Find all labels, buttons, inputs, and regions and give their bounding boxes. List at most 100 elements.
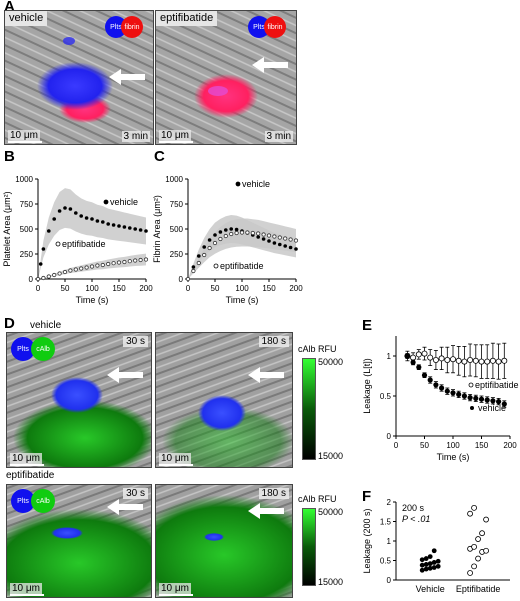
data-point bbox=[461, 358, 468, 365]
scale-label: 10 μm bbox=[10, 453, 42, 464]
x-tick-label: 100 bbox=[235, 284, 249, 293]
data-point bbox=[213, 233, 217, 237]
data-point bbox=[47, 229, 51, 233]
calb-legend-icon: cAlb bbox=[31, 337, 55, 361]
data-point bbox=[450, 356, 457, 363]
data-point bbox=[483, 516, 489, 523]
data-point bbox=[475, 536, 481, 542]
panel-c-letter: C bbox=[154, 148, 165, 165]
data-point bbox=[63, 206, 67, 210]
x-tick-label: 200 bbox=[139, 284, 153, 293]
data-point bbox=[419, 567, 425, 573]
data-point bbox=[450, 390, 456, 396]
x-axis-label: Time (s) bbox=[226, 295, 259, 305]
platelet-area-chart: 0 50 100 150 200 0 250 500 750 1000 Time (s) Platel… bbox=[2, 175, 153, 305]
data-point bbox=[272, 241, 277, 245]
data-point bbox=[133, 258, 138, 263]
eptifibatide-label: eptifibatide bbox=[156, 11, 218, 26]
colorbar-eptifibatide bbox=[302, 508, 316, 586]
x-tick-label: 100 bbox=[446, 441, 460, 450]
data-point bbox=[288, 245, 293, 250]
data-point bbox=[431, 565, 437, 570]
data-point bbox=[234, 227, 239, 232]
data-point bbox=[202, 245, 206, 249]
y-tick-label: 0 bbox=[29, 275, 34, 284]
time-label: 180 s bbox=[258, 488, 289, 499]
data-point bbox=[41, 247, 46, 251]
panel-a-eptifibatide-image: eptifibatide Plts fibrin 10 μm 3 min bbox=[155, 10, 297, 145]
y-tick-label: 1.5 bbox=[380, 518, 392, 527]
data-point bbox=[224, 228, 228, 232]
data-point bbox=[484, 397, 490, 403]
data-point bbox=[144, 229, 148, 233]
panel-b-letter: B bbox=[4, 148, 15, 165]
y-tick-label: 750 bbox=[20, 200, 34, 209]
data-point bbox=[250, 230, 255, 236]
data-point bbox=[427, 565, 433, 571]
data-point bbox=[106, 222, 110, 226]
y-tick-label: 250 bbox=[170, 250, 184, 259]
category-label: Eptifibatide bbox=[456, 584, 501, 594]
data-point bbox=[117, 224, 121, 228]
data-point bbox=[467, 356, 474, 363]
scale-label: 10 μm bbox=[8, 130, 40, 141]
data-point bbox=[202, 252, 207, 258]
annotation-time: 200 s bbox=[402, 503, 425, 513]
data-point bbox=[68, 268, 73, 273]
data-point bbox=[283, 244, 287, 248]
panel-d-vehicle-30s-image: Plts cAlb 30 s 10 μm bbox=[6, 332, 152, 468]
data-point bbox=[101, 220, 105, 224]
data-point bbox=[432, 356, 439, 363]
data-point bbox=[111, 223, 116, 227]
data-point bbox=[456, 391, 462, 397]
series-label: vehicle bbox=[110, 197, 138, 207]
vehicle-row-label: vehicle bbox=[30, 320, 62, 331]
data-point bbox=[239, 230, 245, 235]
plts-legend-icon: Plts bbox=[11, 489, 35, 513]
x-tick-label: 150 bbox=[112, 284, 126, 293]
data-point bbox=[261, 232, 266, 237]
y-tick-label: 1 bbox=[387, 537, 392, 546]
data-point bbox=[484, 358, 491, 365]
leakage-time-chart: 0 50 100 150 200 0 0.5 1 Time (s) Leakage (L[t]) e… bbox=[362, 336, 519, 462]
data-point bbox=[427, 554, 433, 559]
fibrin-legend-icon: fibrin bbox=[121, 16, 143, 38]
arrow-icon bbox=[248, 503, 284, 519]
time-label: 30 s bbox=[123, 488, 148, 499]
data-point bbox=[207, 238, 212, 242]
data-point bbox=[288, 237, 293, 242]
data-point bbox=[427, 377, 433, 383]
data-point bbox=[245, 230, 250, 235]
data-point bbox=[444, 356, 451, 363]
arrow-icon bbox=[109, 69, 145, 85]
data-point bbox=[421, 372, 428, 378]
panel-a-letter: A bbox=[4, 0, 15, 15]
series-label: eptifibatide bbox=[220, 261, 264, 271]
time-label: 3 min bbox=[264, 131, 293, 142]
arrow-icon bbox=[252, 57, 288, 73]
panel-d-eptifibatide-30s-image: Plts cAlb 30 s 10 μm bbox=[6, 484, 152, 598]
data-point bbox=[106, 261, 111, 267]
data-point bbox=[127, 259, 132, 264]
data-point bbox=[419, 557, 425, 563]
panel-d-letter: D bbox=[4, 315, 15, 332]
data-point bbox=[501, 357, 508, 364]
data-point bbox=[41, 275, 46, 281]
legend-marker bbox=[470, 406, 474, 410]
data-point bbox=[471, 504, 477, 511]
x-axis-label: Time (s) bbox=[76, 295, 109, 305]
data-point bbox=[111, 261, 116, 266]
data-point bbox=[212, 240, 218, 246]
data-point bbox=[256, 235, 260, 239]
colorbar-max: 50000 bbox=[318, 507, 344, 517]
y-tick-label: 500 bbox=[20, 225, 34, 234]
data-point bbox=[38, 262, 43, 266]
data-point bbox=[74, 211, 78, 215]
fibrin-legend-icon: fibrin bbox=[264, 16, 286, 38]
data-point bbox=[431, 560, 437, 565]
data-point bbox=[410, 359, 416, 365]
data-point bbox=[431, 548, 437, 554]
y-tick-label: 0.5 bbox=[380, 392, 392, 401]
data-point bbox=[95, 219, 100, 223]
scale-label: 10 μm bbox=[159, 583, 191, 594]
